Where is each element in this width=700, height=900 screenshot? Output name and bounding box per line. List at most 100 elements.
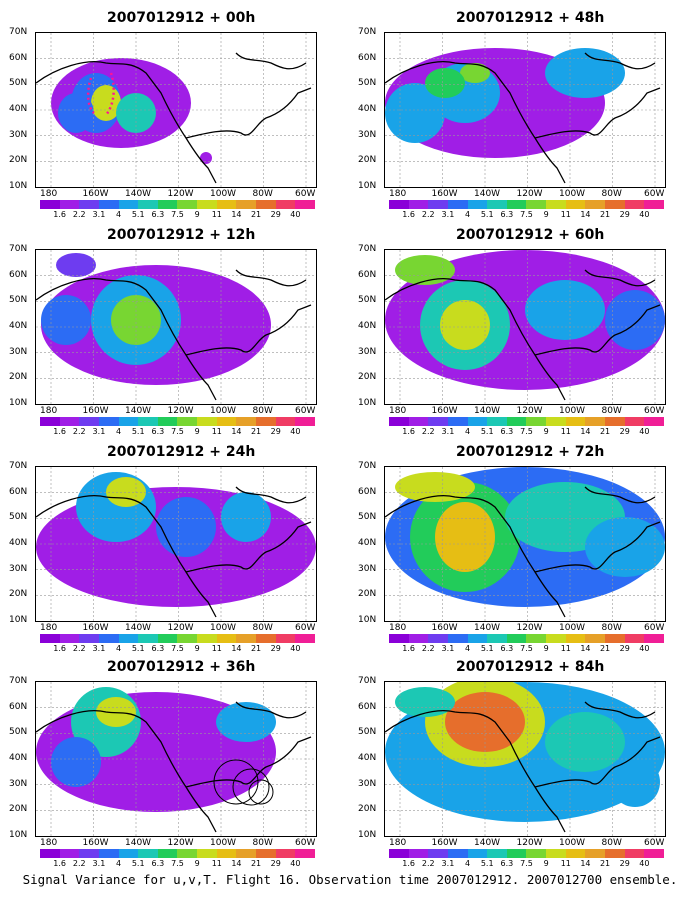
colorbar-label: 40 bbox=[639, 210, 650, 219]
colorbar-label: 3.1 bbox=[441, 859, 455, 868]
colorbar-swatch bbox=[177, 417, 198, 426]
lon-tick-label: 160W bbox=[82, 189, 109, 199]
colorbar-swatch bbox=[138, 200, 158, 209]
lat-tick-label: 30N bbox=[9, 346, 28, 357]
map-field bbox=[385, 682, 665, 836]
map-field bbox=[385, 467, 665, 621]
colorbar-label: 14 bbox=[580, 644, 591, 653]
panel-title: 2007012912 + 84h bbox=[456, 659, 605, 675]
map-plot bbox=[384, 249, 666, 405]
lat-tick-label: 70N bbox=[9, 461, 28, 471]
colorbar-label: 11 bbox=[211, 210, 222, 219]
colorbar-label: 29 bbox=[619, 859, 630, 868]
variance-contour bbox=[425, 68, 465, 98]
lon-tick-label: 60W bbox=[644, 406, 665, 416]
lon-tick-label: 160W bbox=[431, 838, 458, 848]
colorbar-label: 21 bbox=[599, 859, 611, 868]
colorbar-swatch bbox=[197, 634, 217, 643]
colorbar-label: 2.2 bbox=[72, 859, 86, 868]
colorbar-swatch bbox=[138, 634, 158, 643]
colorbar-swatch bbox=[236, 200, 257, 209]
colorbar-label: 2.2 bbox=[421, 210, 435, 219]
colorbar-label: 14 bbox=[580, 859, 591, 868]
lat-tick-label: 20N bbox=[9, 804, 28, 815]
lat-tick-label: 20N bbox=[358, 589, 377, 600]
colorbar-label: 1.6 bbox=[402, 859, 416, 868]
colorbar-swatch bbox=[157, 849, 178, 858]
colorbar bbox=[389, 849, 664, 858]
lon-tick-label: 160W bbox=[431, 406, 458, 416]
colorbar-label: 7.5 bbox=[171, 644, 184, 653]
colorbar-label: 40 bbox=[639, 859, 650, 868]
colorbar-swatch bbox=[487, 849, 507, 858]
lat-tick-label: 40N bbox=[9, 104, 28, 114]
lon-tick-label: 120W bbox=[167, 406, 194, 416]
colorbar-swatch bbox=[408, 849, 429, 858]
colorbar-label: 21 bbox=[250, 210, 262, 219]
lon-tick-label: 120W bbox=[516, 406, 543, 416]
colorbar-label: 40 bbox=[639, 644, 650, 653]
colorbar-label: 3.1 bbox=[92, 427, 106, 436]
lon-tick-label: 80W bbox=[252, 838, 273, 848]
lat-tick-label: 70N bbox=[358, 676, 377, 686]
colorbar-swatch bbox=[216, 200, 237, 209]
lon-tick-label: 80W bbox=[601, 406, 622, 416]
coastline bbox=[385, 701, 661, 833]
lat-tick-label: 40N bbox=[9, 538, 28, 548]
colorbar-swatch bbox=[118, 849, 139, 858]
coastline bbox=[385, 52, 661, 184]
colorbar-label: 3.1 bbox=[441, 644, 455, 653]
map-field bbox=[36, 467, 316, 621]
colorbar-swatch bbox=[138, 417, 158, 426]
colorbar-label: 21 bbox=[250, 859, 262, 868]
colorbar-label: 3.1 bbox=[92, 210, 106, 219]
lon-tick-label: 140W bbox=[125, 189, 152, 199]
colorbar-label: 29 bbox=[619, 210, 630, 219]
colorbar-label: 14 bbox=[231, 210, 242, 219]
lon-tick-label: 140W bbox=[125, 623, 152, 633]
colorbar-label: 1.6 bbox=[53, 210, 67, 219]
lon-tick-label: 80W bbox=[601, 623, 622, 633]
map-plot bbox=[35, 466, 317, 622]
colorbar-swatch bbox=[197, 417, 217, 426]
colorbar-swatch bbox=[59, 634, 80, 643]
lon-tick-label: 140W bbox=[474, 189, 501, 199]
figure-caption: Signal Variance for u,v,T. Flight 16. Ob… bbox=[22, 872, 678, 887]
colorbar-swatch bbox=[118, 417, 139, 426]
colorbar-label: 2.2 bbox=[421, 859, 435, 868]
variance-contour bbox=[545, 48, 625, 98]
colorbar-label: 7.5 bbox=[171, 210, 184, 219]
colorbar-label: 3.1 bbox=[92, 859, 106, 868]
colorbar-swatch bbox=[256, 200, 276, 209]
colorbar-label: 40 bbox=[290, 427, 301, 436]
colorbar-swatch bbox=[428, 417, 448, 426]
lon-tick-label: 60W bbox=[644, 189, 665, 199]
lat-tick-label: 30N bbox=[9, 563, 28, 574]
lon-tick-label: 60W bbox=[295, 406, 316, 416]
lon-tick-label: 80W bbox=[601, 838, 622, 848]
colorbar-swatch bbox=[197, 200, 217, 209]
map-plot bbox=[35, 32, 317, 188]
map-plot bbox=[384, 681, 666, 837]
colorbar-swatch bbox=[506, 849, 527, 858]
map-plot bbox=[384, 466, 666, 622]
colorbar-labels: 1.6 2.2 3.1 4 5.1 6.3 7.5 9 11 14 21 29 40 bbox=[389, 427, 664, 437]
lon-tick-label: 100W bbox=[559, 838, 586, 848]
flight-track bbox=[86, 72, 115, 116]
colorbar-labels: 1.6 2.2 3.1 4 5.1 6.3 7.5 9 11 14 21 29 40 bbox=[389, 210, 664, 220]
colorbar-label: 7.5 bbox=[520, 644, 533, 653]
colorbar-swatch bbox=[546, 200, 566, 209]
lat-tick-label: 20N bbox=[358, 372, 377, 383]
colorbar-swatch bbox=[256, 634, 276, 643]
colorbar-label: 29 bbox=[619, 644, 630, 653]
lat-tick-label: 40N bbox=[358, 104, 377, 114]
colorbar-label: 9 bbox=[194, 427, 200, 436]
lon-tick-label: 60W bbox=[295, 623, 316, 633]
colorbar-swatch bbox=[236, 634, 257, 643]
lat-tick-label: 60N bbox=[9, 52, 28, 63]
lat-tick-label: 60N bbox=[9, 269, 28, 280]
colorbar-labels: 1.6 2.2 3.1 4 5.1 6.3 7.5 9 11 14 21 29 40 bbox=[40, 859, 315, 869]
panel-title: 2007012912 + 48h bbox=[456, 10, 605, 26]
variance-contour bbox=[395, 687, 455, 717]
lat-tick-label: 20N bbox=[9, 372, 28, 383]
